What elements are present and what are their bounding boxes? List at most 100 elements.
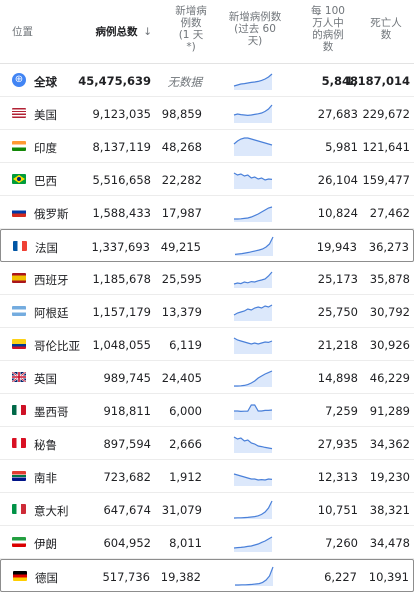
table-row[interactable]: 西班牙 1,185,678 25,595 25,173 35,878 <box>0 262 414 295</box>
per-million-value: 6,227 <box>324 570 357 584</box>
column-header-location[interactable]: 位置 <box>12 26 33 38</box>
trend-sparkline <box>233 436 273 453</box>
table-row[interactable]: 印度 8,137,119 48,268 5,981 121,641 <box>0 130 414 163</box>
location-name[interactable]: 德国 <box>35 571 58 585</box>
sparkline-line <box>233 500 273 519</box>
total-cases-value: 5,516,658 <box>92 173 151 187</box>
column-header-total-cases[interactable]: 病例总数 ↓ <box>90 26 152 38</box>
column-header-new-cases[interactable]: 新增病 例数 (1 天 *) <box>168 5 214 53</box>
location-name[interactable]: 英国 <box>34 372 57 386</box>
location-name[interactable]: 阿根廷 <box>34 306 69 320</box>
total-cases-value: 1,048,055 <box>92 338 151 352</box>
sparkline-line <box>234 206 273 220</box>
deaths-value: 34,478 <box>369 536 410 550</box>
table-row[interactable]: 意大利 647,674 31,079 10,751 38,321 <box>0 493 414 526</box>
new-cases-value: 2,666 <box>169 437 202 451</box>
sparkline-line <box>234 236 274 255</box>
arrow-down-icon: ↓ <box>143 26 152 38</box>
new-cases-60-line: 新增病例数 <box>228 11 282 23</box>
location-name[interactable]: 美国 <box>34 108 57 122</box>
total-cases-value: 517,736 <box>102 570 150 584</box>
deaths-value: 229,672 <box>362 107 410 121</box>
trend-sparkline <box>234 206 273 222</box>
sparkline-line <box>234 404 273 413</box>
location-name[interactable]: 伊朗 <box>34 537 57 551</box>
per-million-value: 12,313 <box>317 470 358 484</box>
location-name[interactable]: 巴西 <box>34 174 57 188</box>
table-row[interactable]: 墨西哥 918,811 6,000 7,259 91,289 <box>0 394 414 427</box>
total-cases-value: 897,594 <box>103 437 151 451</box>
per-million-value: 26,104 <box>317 173 358 187</box>
sparkline-area <box>234 305 272 321</box>
total-cases-value: 1,185,678 <box>92 272 151 286</box>
table-row[interactable]: 英国 989,745 24,405 14,898 46,229 <box>0 361 414 394</box>
sparkline-line <box>233 73 273 87</box>
trend-sparkline <box>234 236 274 256</box>
total-cases-value: 723,682 <box>103 470 151 484</box>
new-cases-value: 6,119 <box>169 338 202 352</box>
total-cases-value: 9,123,035 <box>92 107 151 121</box>
table-row[interactable]: 法国 1,337,693 49,215 19,943 36,273 <box>0 229 414 262</box>
location-name[interactable]: 法国 <box>35 241 58 255</box>
location-name[interactable]: 印度 <box>34 141 57 155</box>
india-flag-icon <box>12 141 26 151</box>
table-row[interactable]: 南非 723,682 1,912 12,313 19,230 <box>0 460 414 493</box>
per-million-value: 21,218 <box>317 338 358 352</box>
location-name[interactable]: 意大利 <box>34 504 69 518</box>
total-cases-value: 1,157,179 <box>92 305 151 319</box>
trend-sparkline <box>233 500 273 519</box>
location-name[interactable]: 南非 <box>34 471 57 485</box>
table-row[interactable]: 美国 9,123,035 98,859 27,683 229,672 <box>0 97 414 130</box>
per-million-value: 27,683 <box>317 107 358 121</box>
trend-sparkline <box>234 404 273 420</box>
per-million-value: 25,173 <box>317 272 358 286</box>
deaths-value: 159,477 <box>362 173 410 187</box>
column-header-per-million[interactable]: 每 100 万人中 的病例 数 <box>306 5 350 53</box>
new-cases-value: 8,011 <box>169 536 202 550</box>
table-row[interactable]: 伊朗 604,952 8,011 7,260 34,478 <box>0 526 414 559</box>
deaths-line: 死亡人 <box>370 17 402 29</box>
deaths-value: 19,230 <box>369 470 410 484</box>
table-row[interactable]: 俄罗斯 1,588,433 17,987 10,824 27,462 <box>0 196 414 229</box>
deaths-line: 数 <box>380 29 392 41</box>
location-name[interactable]: 墨西哥 <box>34 405 69 419</box>
table-row[interactable]: 秘鲁 897,594 2,666 27,935 34,362 <box>0 427 414 460</box>
location-name[interactable]: 全球 <box>34 75 57 89</box>
deaths-value: 91,289 <box>369 404 410 418</box>
total-cases-value: 1,588,433 <box>92 206 151 220</box>
deaths-value: 27,462 <box>369 206 410 220</box>
total-cases-value: 1,337,693 <box>91 240 150 254</box>
trend-sparkline <box>233 104 273 123</box>
sparkline-line <box>233 271 273 285</box>
trend-sparkline <box>233 536 273 552</box>
table-row[interactable]: 阿根廷 1,157,179 13,379 25,750 30,792 <box>0 295 414 328</box>
table-row[interactable]: 哥伦比亚 1,048,055 6,119 21,218 30,926 <box>0 328 414 361</box>
total-cases-value: 8,137,119 <box>92 140 151 154</box>
location-name[interactable]: 俄罗斯 <box>34 207 69 221</box>
per-million-value: 19,943 <box>316 240 357 254</box>
trend-sparkline <box>235 566 274 586</box>
italy-flag-icon <box>12 504 26 514</box>
sparkline-line <box>233 436 273 450</box>
deaths-value: 1,187,014 <box>345 74 410 88</box>
per-million-value: 5,981 <box>325 140 358 154</box>
column-header-new-cases-60[interactable]: 新增病例数 (过去 60 天) <box>222 11 288 47</box>
table-row[interactable]: 德国 517,736 19,382 6,227 10,391 <box>0 559 414 592</box>
new-cases-value: 31,079 <box>161 503 202 517</box>
new-cases-value: 13,379 <box>161 305 202 319</box>
location-name[interactable]: 秘鲁 <box>34 438 57 452</box>
total-cases-value: 604,952 <box>103 536 151 550</box>
sparkline-area <box>234 173 272 189</box>
table-row[interactable]: 巴西 5,516,658 22,282 26,104 159,477 <box>0 163 414 196</box>
russia-flag-icon <box>12 207 26 217</box>
column-header-deaths[interactable]: 死亡人 数 <box>364 17 408 41</box>
per-million-line: 万人中 <box>312 17 344 29</box>
table-header: 位置 病例总数 ↓ 新增病 例数 (1 天 *) 新增病例数 (过去 60 天)… <box>0 0 414 64</box>
location-name[interactable]: 西班牙 <box>34 273 69 287</box>
table-row[interactable]: ⊕ 全球 45,475,639 无数据 5,848 1,187,014 <box>0 64 414 97</box>
deaths-value: 34,362 <box>369 437 410 451</box>
total-cases-label: 病例总数 <box>95 26 138 38</box>
sparkline-area <box>234 207 272 222</box>
location-name[interactable]: 哥伦比亚 <box>34 339 80 353</box>
mexico-flag-icon <box>12 405 26 415</box>
